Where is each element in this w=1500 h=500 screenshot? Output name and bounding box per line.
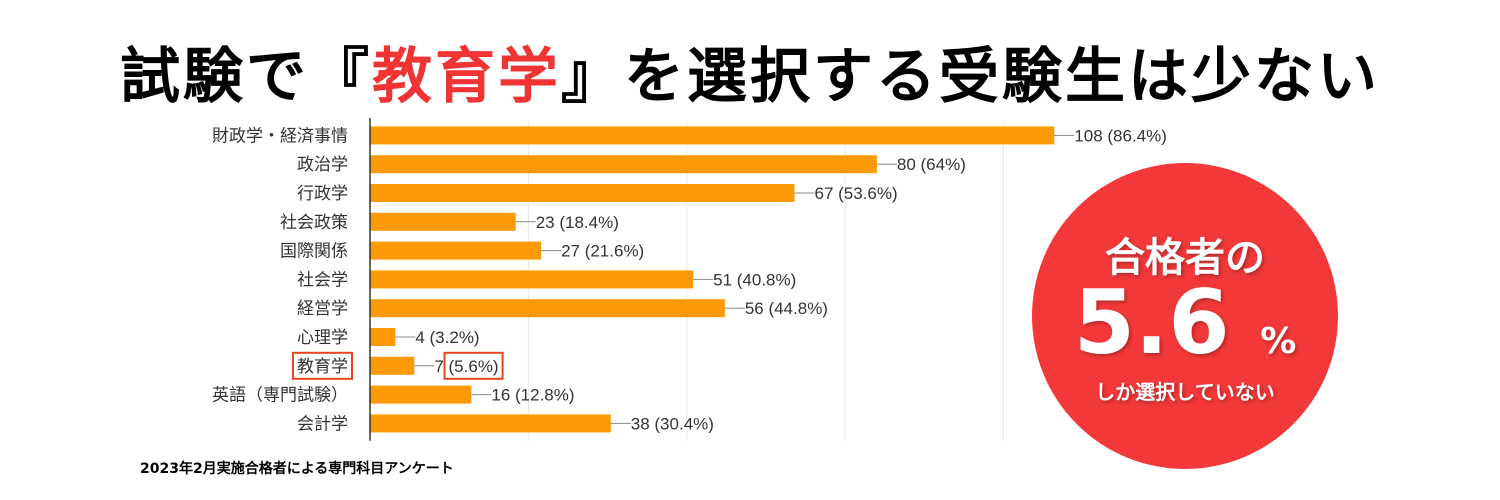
category-label: 会計学 [297, 414, 348, 434]
badge-number: 5.6 [1073, 271, 1230, 374]
title-before: 試験で『 [120, 42, 372, 112]
data-label: 7 (5.6%) [434, 357, 498, 376]
category-label: 英語（専門試験） [212, 386, 348, 406]
data-label: 67 (53.6%) [815, 184, 898, 203]
bar [370, 299, 725, 318]
badge-number-line: 5.6 % [1032, 279, 1338, 367]
data-label: 23 (18.4%) [536, 213, 619, 232]
highlight-box-value [443, 351, 504, 380]
footnote: 2023年2月実施合格者による専門科目アンケート [140, 461, 454, 477]
data-label: 38 (30.4%) [631, 414, 714, 433]
category-label: 政治学 [297, 155, 348, 175]
bar [370, 212, 516, 231]
bar [370, 328, 396, 346]
badge-line3: しか選択していない [1095, 380, 1275, 404]
page-title: 試験で『教育学』を選択する受験生は少ない [0, 28, 1500, 115]
data-label: 108 (86.4%) [1074, 126, 1167, 145]
bar [370, 241, 542, 260]
highlight-box-category [292, 351, 353, 380]
badge-unit: % [1260, 321, 1297, 362]
badge-line1: 合格者の [1105, 235, 1265, 281]
title-highlight: 教育学 [372, 42, 561, 112]
data-label: 16 (12.8%) [491, 386, 574, 405]
data-label: 51 (40.8%) [713, 270, 796, 289]
category-label: 社会学 [297, 270, 348, 290]
bar [370, 356, 415, 375]
bar [370, 184, 795, 202]
bar [370, 155, 877, 174]
data-label: 4 (3.2%) [415, 328, 479, 347]
bar [370, 414, 611, 433]
data-label: 27 (21.6%) [561, 242, 644, 261]
title-after: 』を選択する受験生は少ない [561, 42, 1380, 112]
highlight-badge: 合格者の 5.6 % しか選択していない [1032, 163, 1338, 469]
category-label: 国際関係 [280, 242, 348, 262]
data-label: 80 (64%) [897, 155, 966, 174]
category-label: 心理学 [297, 328, 348, 348]
data-label: 56 (44.8%) [745, 299, 828, 318]
category-label: 行政学 [297, 184, 348, 204]
bar [370, 126, 1055, 145]
bar [370, 385, 472, 404]
category-label: 経営学 [297, 299, 348, 319]
category-label: 社会政策 [280, 213, 348, 233]
category-label: 教育学 [297, 357, 348, 377]
bar [370, 270, 694, 289]
category-label: 財政学・経済事情 [212, 126, 348, 146]
